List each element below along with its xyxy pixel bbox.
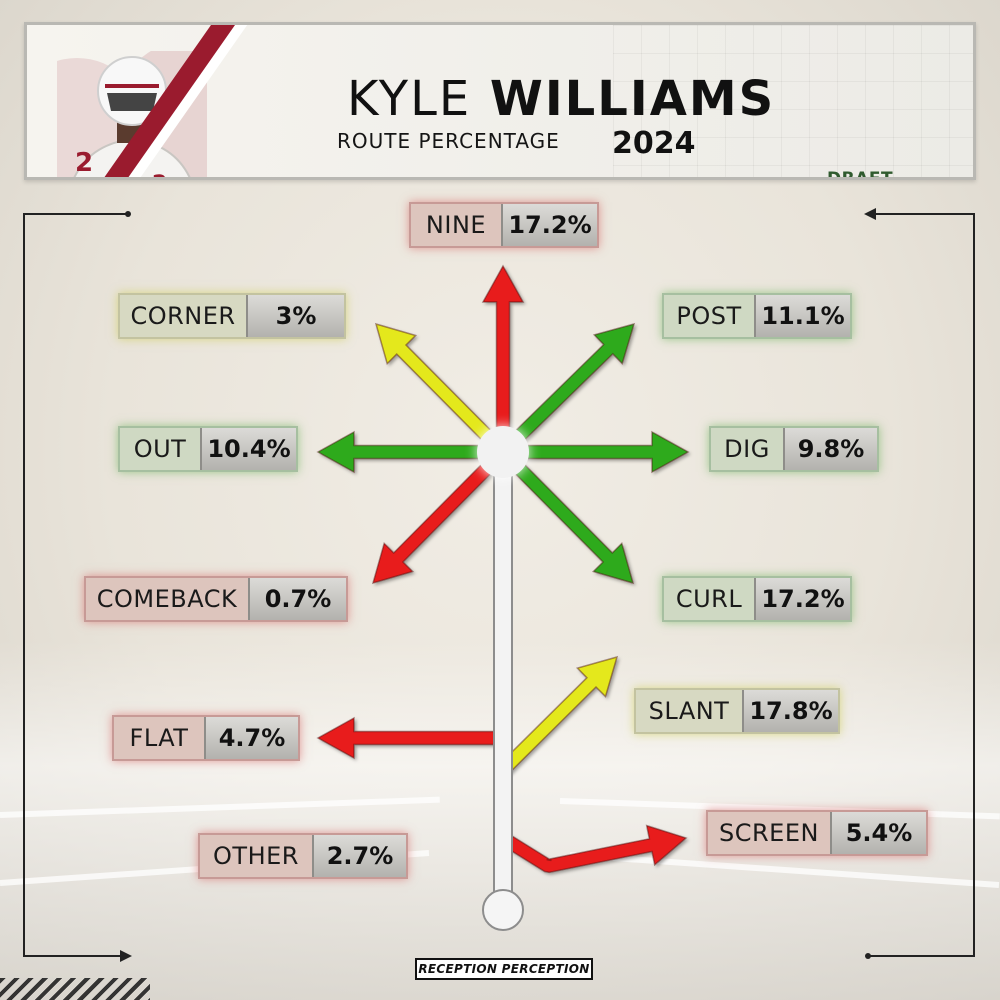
player-name: KYLE WILLIAMS bbox=[347, 71, 775, 127]
route-name: POST bbox=[664, 295, 754, 337]
route-arrow-out bbox=[316, 430, 504, 474]
route-name: DIG bbox=[711, 428, 783, 470]
route-arrow-flat bbox=[316, 716, 504, 760]
route-name: NINE bbox=[411, 204, 501, 246]
route-value: 2.7% bbox=[312, 835, 406, 877]
route-name: OTHER bbox=[200, 835, 312, 877]
route-arrow-slant bbox=[497, 655, 619, 776]
draft-badge: DRAFT PROSPECT bbox=[827, 169, 894, 180]
first-name: KYLE bbox=[347, 71, 472, 127]
route-box-comeback: COMEBACK 0.7% bbox=[84, 576, 348, 622]
route-box-other: OTHER 2.7% bbox=[198, 833, 408, 879]
route-box-out: OUT 10.4% bbox=[118, 426, 298, 472]
route-name: SCREEN bbox=[708, 812, 830, 854]
last-name: WILLIAMS bbox=[489, 71, 776, 127]
route-stem bbox=[493, 451, 513, 913]
route-name: CORNER bbox=[120, 295, 246, 337]
route-name: COMEBACK bbox=[86, 578, 248, 620]
route-box-curl: CURL 17.2% bbox=[662, 576, 852, 622]
route-value: 11.1% bbox=[754, 295, 850, 337]
route-value: 3% bbox=[246, 295, 344, 337]
route-start-dot bbox=[482, 889, 524, 931]
subtitle: ROUTE PERCENTAGE bbox=[337, 129, 560, 153]
route-box-flat: FLAT 4.7% bbox=[112, 715, 300, 761]
route-box-post: POST 11.1% bbox=[662, 293, 852, 339]
header-pattern bbox=[613, 25, 973, 177]
route-box-nine: NINE 17.2% bbox=[409, 202, 599, 248]
route-value: 5.4% bbox=[830, 812, 926, 854]
right-bracket bbox=[864, 208, 975, 959]
route-hub bbox=[477, 426, 529, 478]
route-value: 17.2% bbox=[754, 578, 850, 620]
route-arrow-dig bbox=[502, 430, 690, 474]
corner-hatch bbox=[0, 978, 150, 1000]
route-arrow-nine bbox=[481, 264, 525, 453]
route-name: FLAT bbox=[114, 717, 204, 759]
route-box-corner: CORNER 3% bbox=[118, 293, 346, 339]
route-box-dig: DIG 9.8% bbox=[709, 426, 879, 472]
svg-text:2: 2 bbox=[75, 148, 93, 178]
route-arrow-screen bbox=[498, 824, 688, 874]
header-banner: 2 2 KYLE WILLIAMS ROUTE PERCENTAGE 2024 … bbox=[24, 22, 976, 180]
route-value: 4.7% bbox=[204, 717, 298, 759]
route-name: SLANT bbox=[636, 690, 742, 732]
left-bracket bbox=[23, 211, 132, 962]
route-value: 17.8% bbox=[742, 690, 838, 732]
reception-perception-logo: RECEPTION PERCEPTION bbox=[415, 958, 593, 980]
route-name: OUT bbox=[120, 428, 200, 470]
route-value: 9.8% bbox=[783, 428, 877, 470]
route-box-screen: SCREEN 5.4% bbox=[706, 810, 928, 856]
route-box-slant: SLANT 17.8% bbox=[634, 688, 840, 734]
route-value: 17.2% bbox=[501, 204, 597, 246]
route-value: 0.7% bbox=[248, 578, 346, 620]
route-name: CURL bbox=[664, 578, 754, 620]
season-year: 2024 bbox=[612, 126, 696, 161]
svg-text:2: 2 bbox=[152, 172, 167, 180]
route-value: 10.4% bbox=[200, 428, 296, 470]
